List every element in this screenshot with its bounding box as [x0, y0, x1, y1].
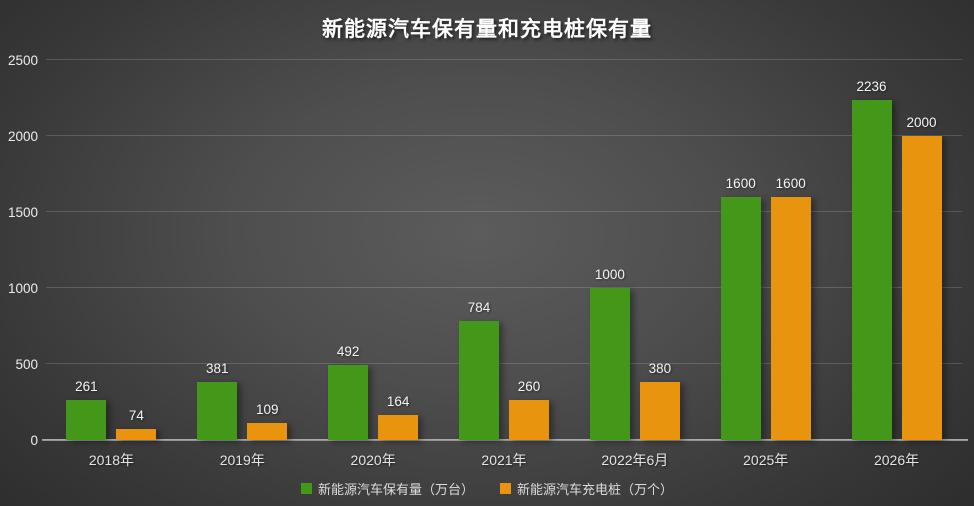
y-axis-tick-label: 0	[30, 433, 38, 448]
bar-value-label: 260	[517, 379, 541, 395]
bar-value-label: 1600	[725, 175, 756, 191]
gridline	[46, 211, 962, 212]
legend-item: 新能源汽车保有量（万台）	[300, 479, 474, 498]
gridline	[46, 287, 962, 288]
bar-charger	[639, 382, 680, 440]
bar-vehicle	[589, 288, 630, 440]
legend-item: 新能源汽车充电桩（万个）	[500, 479, 673, 498]
x-axis-category-label: 2021年	[481, 452, 527, 468]
bar-vehicle	[197, 382, 238, 440]
bar-value-label: 380	[648, 361, 672, 377]
bar-value-label: 109	[256, 402, 279, 418]
bar-value-label: 1600	[775, 175, 806, 191]
y-axis-tick-label: 500	[15, 357, 38, 372]
x-axis-line	[42, 439, 968, 441]
gridline	[46, 363, 962, 364]
bar-value-label: 164	[386, 394, 410, 410]
legend: 新能源汽车保有量（万台） 新能源汽车充电桩（万个）	[0, 478, 974, 498]
y-axis-tick-label: 2500	[7, 53, 38, 68]
x-axis-category-label: 2018年	[88, 452, 134, 468]
bar-charger	[378, 415, 419, 440]
bar-charger	[770, 196, 811, 440]
legend-swatch	[500, 482, 511, 494]
y-axis-tick-label: 2000	[7, 129, 38, 144]
bar-vehicle	[720, 196, 761, 440]
bar-value-label: 492	[336, 344, 360, 360]
legend-swatch	[300, 482, 312, 494]
bar-value-label: 381	[206, 361, 229, 377]
x-axis-category-label: 2022年6月	[601, 452, 669, 468]
x-axis-category-label: 2026年	[873, 452, 920, 468]
bar-vehicle	[459, 320, 499, 440]
y-axis-tick-label: 1500	[7, 205, 38, 220]
y-axis-tick-label: 1000	[7, 281, 38, 296]
bar-value-label: 1000	[594, 267, 625, 282]
x-axis-category-label: 2019年	[219, 452, 265, 468]
bar-vehicle	[328, 365, 369, 440]
legend-label: 新能源汽车保有量（万台）	[317, 481, 474, 497]
bar-vehicle	[66, 400, 107, 440]
bar-value-label: 2000	[906, 115, 937, 130]
legend-label: 新能源汽车充电桩（万个）	[517, 481, 674, 497]
plot-area: 0 500 1000 1500 2000 2500 261 381 492 784 1000 1600…	[8, 53, 968, 468]
bar-charger	[116, 428, 157, 440]
bar-charger	[509, 400, 549, 440]
x-axis-category-label: 2025年	[743, 452, 789, 468]
bar-value-label: 2236	[856, 79, 887, 95]
chart-title: 新能源汽车保有量和充电桩保有量	[322, 18, 652, 41]
gridline	[46, 135, 962, 136]
bar-charger	[247, 423, 288, 440]
gridline	[46, 59, 962, 60]
bar-value-label: 784	[467, 299, 491, 315]
bar-vehicle	[851, 100, 892, 440]
bar-value-label: 261	[75, 379, 98, 395]
bar-charger	[901, 136, 942, 440]
x-axis-category-label: 2020年	[350, 452, 396, 468]
bar-value-label: 74	[128, 407, 144, 423]
